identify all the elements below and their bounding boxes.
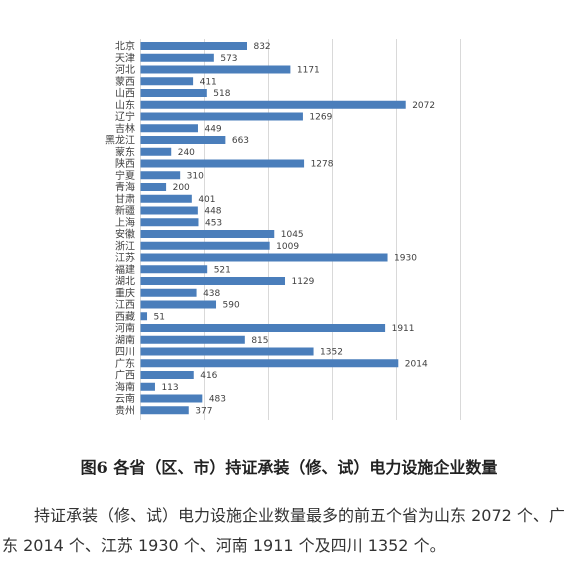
bar — [140, 136, 226, 144]
value-label: 1171 — [297, 66, 320, 76]
bar — [140, 371, 194, 379]
category-label: 云南 — [115, 392, 135, 405]
value-label: 453 — [205, 218, 222, 228]
value-label: 518 — [213, 89, 230, 99]
body-paragraph: 持证承装（修、试）电力设施企业数量最多的前五个省为山东 2072 个、广东 20… — [2, 506, 565, 555]
value-label: 1278 — [311, 160, 334, 170]
bar — [140, 42, 247, 50]
bar-chart: 北京 832 天津 573 河北 1171 蒙西 411 山西 518 山东 2072 辽宁 1269 吉林… — [105, 39, 461, 420]
value-label: 1129 — [292, 277, 315, 287]
figure-caption: 图6 各省（区、市）持证承装（修、试）电力设施企业数量 — [80, 458, 498, 477]
bar — [140, 265, 208, 274]
category-label: 贵州 — [115, 404, 135, 417]
bar — [140, 53, 214, 62]
value-label: 1009 — [276, 242, 299, 252]
bar — [140, 77, 194, 86]
value-label: 2014 — [405, 359, 428, 369]
value-label: 1352 — [320, 348, 343, 358]
category-label: 广东 — [115, 357, 135, 370]
value-label: 448 — [204, 207, 221, 217]
category-label: 上海 — [115, 216, 135, 229]
value-label: 449 — [204, 124, 221, 134]
bar — [140, 183, 167, 191]
value-label: 483 — [209, 395, 226, 405]
bar — [140, 206, 198, 215]
bar — [140, 89, 207, 97]
bar — [140, 253, 388, 262]
value-label: 1930 — [394, 254, 417, 264]
bar — [140, 335, 245, 344]
category-label: 广西 — [115, 370, 135, 382]
category-label: 重庆 — [115, 286, 135, 299]
value-label: 51 — [154, 312, 165, 322]
category-label: 湖南 — [115, 333, 135, 346]
value-label: 113 — [161, 383, 178, 393]
bar — [140, 300, 217, 309]
bar — [140, 100, 406, 109]
bar — [140, 288, 197, 297]
bar — [140, 147, 172, 156]
value-label: 573 — [220, 54, 237, 64]
bar — [140, 159, 305, 168]
category-label: 蒙东 — [115, 145, 135, 158]
bar — [140, 394, 203, 403]
bar — [140, 194, 192, 203]
bar — [140, 112, 303, 121]
value-label: 411 — [200, 77, 217, 87]
category-label: 山东 — [115, 98, 135, 111]
value-label: 590 — [223, 301, 240, 311]
value-label: 401 — [198, 195, 215, 205]
category-label: 福建 — [115, 263, 135, 276]
bar — [140, 312, 148, 321]
value-label: 377 — [195, 406, 212, 416]
category-label: 宁夏 — [115, 169, 135, 182]
value-label: 200 — [173, 183, 190, 193]
bar — [140, 171, 181, 180]
bar — [140, 230, 275, 238]
category-label: 浙江 — [115, 240, 135, 252]
category-label: 江苏 — [115, 251, 135, 264]
category-label: 吉林 — [115, 122, 135, 135]
value-label: 240 — [178, 148, 195, 158]
category-label: 湖北 — [115, 276, 135, 288]
value-label: 663 — [232, 136, 249, 146]
category-label: 西藏 — [115, 311, 135, 323]
bar — [140, 241, 270, 250]
category-label: 河南 — [115, 322, 135, 335]
category-label: 黑龙江 — [105, 134, 135, 147]
value-label: 310 — [187, 171, 204, 181]
value-label: 815 — [251, 336, 268, 346]
bar — [140, 324, 386, 332]
category-label: 新疆 — [115, 204, 135, 217]
value-label: 438 — [203, 289, 220, 299]
bar — [140, 359, 399, 368]
value-label: 2072 — [412, 101, 435, 111]
category-label: 四川 — [115, 347, 135, 358]
value-label: 1911 — [392, 324, 415, 334]
category-label: 甘肃 — [115, 192, 135, 205]
category-label: 蒙西 — [115, 75, 135, 88]
category-label: 安徽 — [115, 228, 135, 241]
bar — [140, 382, 155, 391]
bar — [140, 65, 291, 74]
category-label: 陕西 — [115, 157, 135, 170]
category-label: 江西 — [115, 299, 135, 311]
value-label: 832 — [253, 42, 270, 52]
category-label: 青海 — [115, 181, 135, 194]
bar — [140, 347, 314, 356]
bar — [140, 277, 286, 285]
value-label: 416 — [200, 371, 217, 381]
category-label: 山西 — [115, 88, 135, 100]
category-label: 河北 — [115, 64, 135, 76]
bar — [140, 124, 198, 133]
value-label: 1045 — [281, 230, 304, 240]
category-label: 天津 — [115, 52, 135, 64]
value-label: 1269 — [309, 113, 332, 123]
category-label: 海南 — [115, 380, 135, 393]
bar — [140, 406, 189, 415]
category-label: 辽宁 — [115, 110, 135, 123]
value-label: 521 — [214, 265, 231, 275]
category-label: 北京 — [115, 40, 135, 53]
bar — [140, 218, 199, 227]
